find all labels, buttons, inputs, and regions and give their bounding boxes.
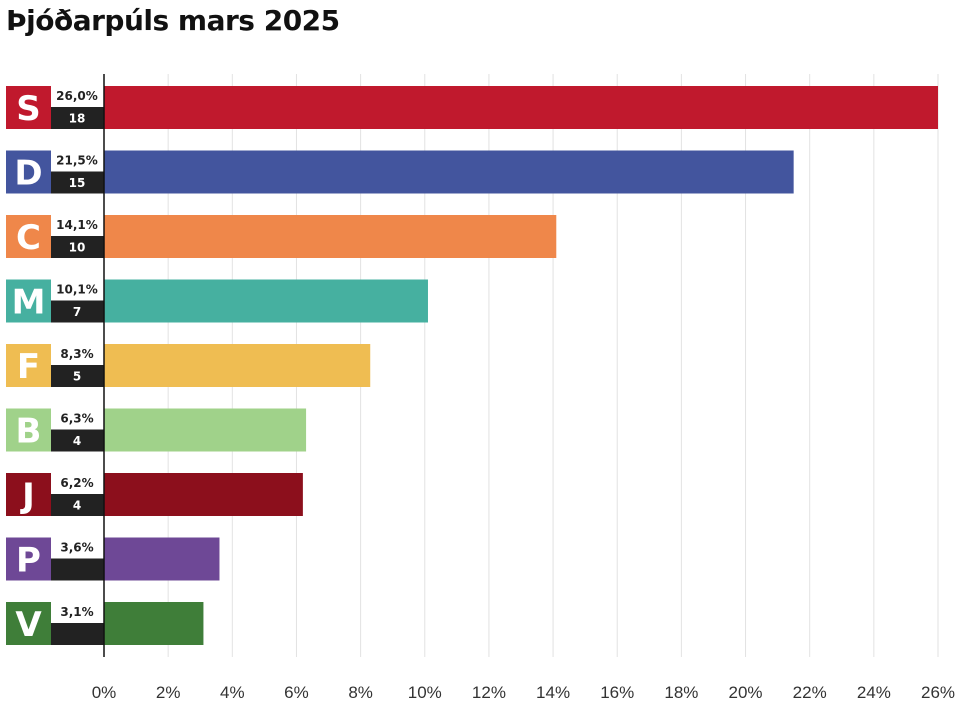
x-tick-label: 24% — [857, 683, 891, 702]
party-letter: B — [16, 412, 42, 452]
value-label: 26,0% — [56, 89, 98, 103]
seats-label: 10 — [69, 241, 86, 255]
party-letter-box — [6, 408, 51, 452]
party-letter-box — [6, 279, 51, 323]
party-letter: J — [20, 476, 35, 516]
party-letter-box — [6, 215, 51, 258]
party-letter-box — [6, 344, 51, 387]
seats-box — [51, 300, 104, 323]
bar — [104, 473, 303, 516]
seats-label: 15 — [69, 176, 86, 190]
chart-title: Þjóðarpúls mars 2025 — [6, 4, 340, 37]
bar — [104, 86, 938, 129]
party-letter: M — [12, 283, 46, 323]
bar — [104, 344, 371, 387]
x-tick-label: 16% — [600, 683, 634, 702]
bar — [104, 150, 794, 194]
value-label: 14,1% — [56, 218, 98, 232]
x-tick-label: 8% — [348, 683, 373, 702]
seats-label: 4 — [73, 434, 81, 448]
seats-box — [51, 365, 104, 387]
seats-box — [51, 107, 104, 129]
party-letter: C — [16, 218, 41, 258]
value-label: 6,2% — [60, 476, 93, 490]
value-label: 21,5% — [56, 154, 98, 168]
x-tick-label: 22% — [793, 683, 827, 702]
x-tick-label: 12% — [472, 683, 506, 702]
seats-box — [51, 558, 104, 581]
x-tick-label: 18% — [664, 683, 698, 702]
bar — [104, 537, 220, 581]
seats-box — [51, 623, 104, 645]
x-tick-label: 2% — [156, 683, 181, 702]
x-tick-label: 14% — [536, 683, 570, 702]
party-letter: F — [17, 347, 40, 387]
bar — [104, 215, 557, 258]
x-axis-ticks: 0% 2% 4% 6% 8% 10% 12% 14% 16% 18% 20% 22% 24% 26% — [92, 683, 955, 702]
party-letter: V — [15, 605, 42, 645]
x-tick-label: 26% — [921, 683, 955, 702]
seats-box — [51, 494, 104, 516]
value-label: 3,1% — [60, 605, 93, 619]
bar — [104, 279, 428, 323]
seats-box — [51, 171, 104, 194]
value-label: 8,3% — [60, 347, 93, 361]
x-tick-label: 0% — [92, 683, 117, 702]
party-letter: P — [16, 541, 41, 581]
seats-label: 18 — [69, 112, 86, 126]
bars — [104, 86, 938, 645]
value-label: 10,1% — [56, 283, 98, 297]
x-tick-label: 10% — [408, 683, 442, 702]
bar — [104, 602, 204, 645]
seats-label: 5 — [73, 370, 81, 384]
x-tick-label: 4% — [220, 683, 245, 702]
party-letter-box — [6, 86, 51, 129]
seats-label: 7 — [73, 305, 81, 319]
party-labels: S 26,0% 18 D 21,5% 15 C 14,1% 10 M 10,1% 7 F 8,3% 5 B 6,… — [6, 86, 104, 645]
seats-box — [51, 236, 104, 258]
party-letter-box — [6, 537, 51, 581]
seats-box — [51, 429, 104, 452]
party-letter: S — [16, 89, 41, 129]
party-letter-box — [6, 602, 51, 645]
seats-label: 4 — [73, 499, 81, 513]
party-letter: D — [14, 154, 42, 194]
value-label: 3,6% — [60, 541, 93, 555]
party-letter-box — [6, 473, 51, 516]
x-tick-label: 20% — [729, 683, 763, 702]
bar — [104, 408, 307, 452]
value-label: 6,3% — [60, 412, 93, 426]
x-tick-label: 6% — [284, 683, 309, 702]
party-letter-box — [6, 150, 51, 194]
